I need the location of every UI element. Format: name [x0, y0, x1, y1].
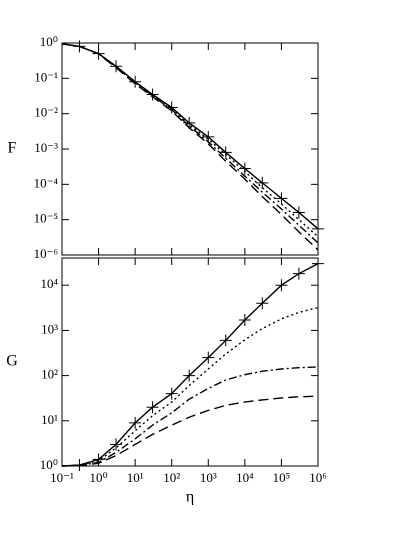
data-marker: [110, 438, 123, 451]
y-tick-label: 10⁴: [40, 276, 58, 291]
x-tick-label: 10²: [163, 470, 180, 485]
x-tick-label: 10⁶: [309, 470, 327, 485]
y-axis-label: F: [8, 140, 17, 157]
data-marker: [202, 351, 215, 364]
data-marker: [129, 75, 142, 88]
x-tick-label: 10³: [200, 470, 217, 485]
data-marker: [165, 387, 178, 400]
data-marker: [219, 146, 232, 159]
data-line: [61, 366, 319, 467]
y-tick-label: 10⁻⁴: [34, 175, 59, 190]
data-marker: [312, 222, 324, 235]
x-tick-label: 10⁰: [89, 470, 107, 485]
data-marker: [292, 267, 305, 280]
data-line: [61, 395, 319, 467]
data-marker: [312, 257, 324, 270]
data-marker: [275, 192, 288, 205]
y-tick-label: 10¹: [41, 412, 58, 427]
x-axis-label: η: [186, 489, 194, 506]
data-marker: [275, 279, 288, 292]
data-marker: [183, 369, 196, 382]
data-marker: [256, 176, 269, 189]
data-line: [61, 306, 319, 467]
x-tick-label: 10⁻¹: [50, 470, 74, 485]
plot-frame: [61, 42, 319, 256]
data-marker: [219, 334, 232, 347]
y-axis-label: G: [6, 353, 18, 370]
y-tick-label: 10³: [41, 321, 58, 336]
data-marker: [292, 206, 305, 219]
data-line: [61, 263, 319, 467]
data-line: [61, 43, 319, 251]
y-tick-label: 10⁻²: [34, 105, 58, 120]
data-marker: [238, 313, 251, 326]
data-marker: [256, 297, 269, 310]
y-tick-label: 10⁻⁶: [34, 246, 58, 261]
y-tick-label: 10⁰: [40, 34, 58, 49]
y-tick-label: 10⁻¹: [34, 69, 58, 84]
x-tick-label: 10⁴: [236, 470, 254, 485]
y-tick-label: 10⁰: [40, 457, 58, 472]
plot-frame: [61, 257, 319, 467]
data-marker: [146, 401, 159, 414]
y-tick-label: 10⁻⁵: [34, 211, 58, 226]
data-marker: [129, 416, 142, 429]
y-tick-label: 10²: [41, 367, 58, 382]
y-tick-label: 10⁻³: [34, 140, 58, 155]
x-tick-label: 10⁵: [273, 470, 291, 485]
data-line: [61, 43, 319, 230]
x-tick-label: 10¹: [127, 470, 144, 485]
